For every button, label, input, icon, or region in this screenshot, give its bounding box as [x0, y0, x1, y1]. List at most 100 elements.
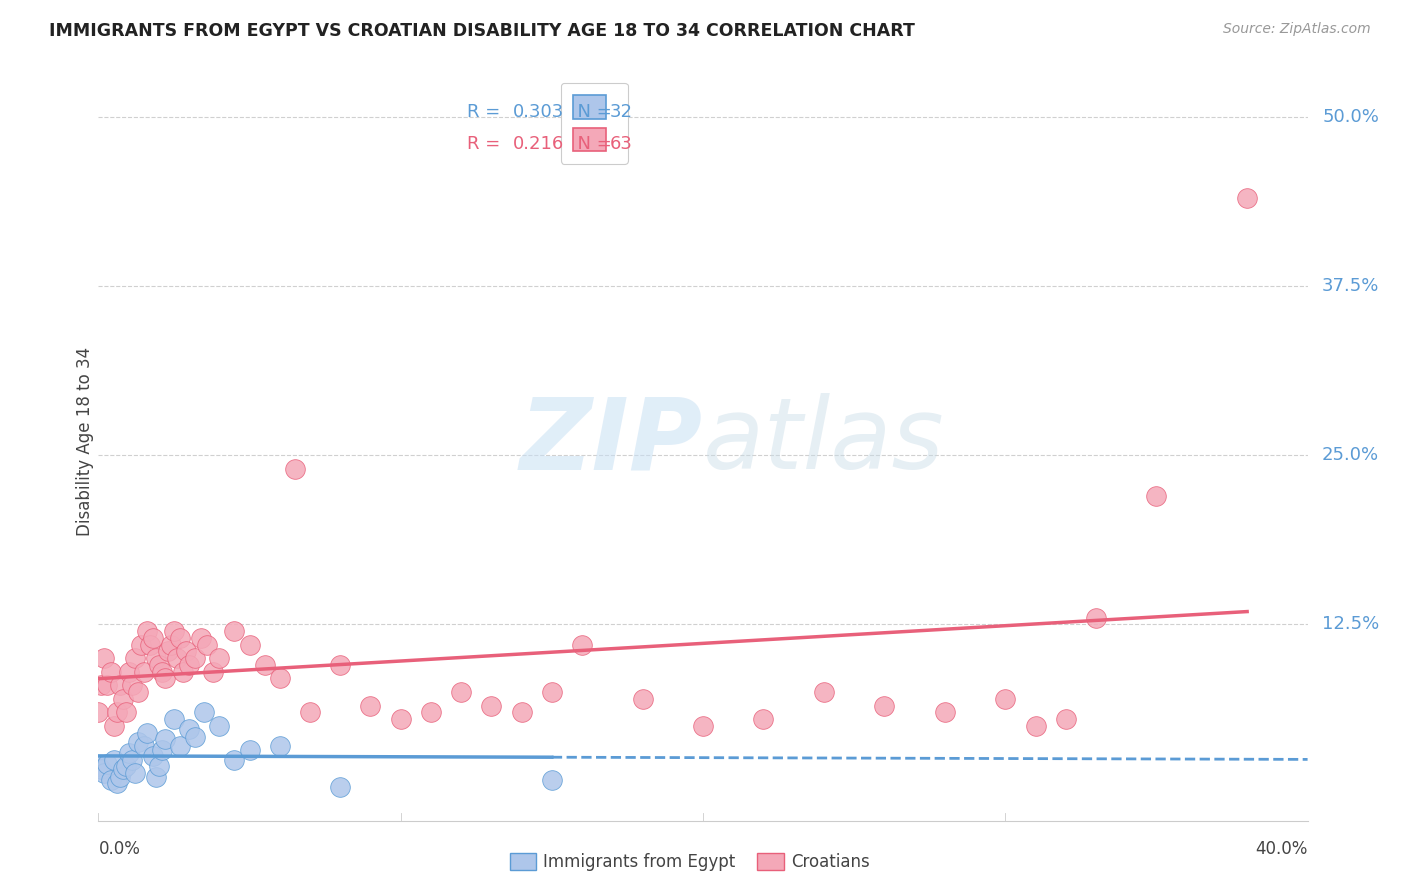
Point — [111, 762, 134, 776]
Point — [139, 638, 162, 652]
Text: 50.0%: 50.0% — [1322, 108, 1379, 126]
Legend: , : , — [561, 83, 627, 163]
Point — [114, 706, 136, 720]
Y-axis label: Disability Age 18 to 34: Disability Age 18 to 34 — [76, 347, 94, 536]
Text: 12.5%: 12.5% — [1322, 615, 1379, 633]
Point — [156, 644, 179, 658]
Point — [135, 624, 157, 639]
Point — [184, 730, 207, 744]
Point — [132, 739, 155, 754]
Point — [129, 638, 152, 652]
Point — [873, 698, 896, 713]
Point — [202, 665, 225, 679]
Point — [172, 665, 194, 679]
Point — [239, 638, 262, 652]
Point — [174, 644, 197, 658]
FancyBboxPatch shape — [758, 854, 785, 870]
Text: 37.5%: 37.5% — [1322, 277, 1379, 295]
Point — [284, 461, 307, 475]
Point — [142, 748, 165, 763]
Point — [1024, 719, 1046, 733]
Point — [208, 719, 231, 733]
Point — [179, 657, 201, 672]
Point — [360, 698, 382, 713]
Point — [193, 706, 215, 720]
Point — [145, 651, 167, 665]
Point — [105, 706, 128, 720]
Point — [163, 712, 186, 726]
Point — [190, 631, 212, 645]
Point — [90, 678, 112, 692]
Point — [299, 706, 322, 720]
Text: 25.0%: 25.0% — [1322, 446, 1379, 464]
Point — [329, 780, 352, 794]
Point — [108, 678, 131, 692]
Point — [510, 706, 533, 720]
Point — [163, 624, 186, 639]
Point — [994, 691, 1017, 706]
Text: Source: ZipAtlas.com: Source: ZipAtlas.com — [1223, 22, 1371, 37]
Point — [150, 743, 173, 757]
Point — [389, 712, 412, 726]
Point — [96, 678, 118, 692]
FancyBboxPatch shape — [509, 854, 536, 870]
Point — [329, 657, 352, 672]
Point — [1085, 610, 1108, 624]
Text: R =: R = — [467, 135, 506, 153]
Point — [100, 772, 122, 787]
Point — [93, 766, 115, 780]
Point — [224, 753, 246, 767]
Point — [239, 743, 262, 757]
Text: 32: 32 — [610, 103, 633, 120]
Point — [1236, 191, 1258, 205]
Point — [127, 685, 149, 699]
Point — [195, 638, 218, 652]
Point — [142, 631, 165, 645]
Point — [100, 665, 122, 679]
Point — [103, 753, 125, 767]
Point — [132, 665, 155, 679]
Point — [105, 776, 128, 790]
Point — [450, 685, 472, 699]
Point — [269, 672, 291, 686]
Text: 0.0%: 0.0% — [98, 839, 141, 857]
Text: N =: N = — [567, 135, 617, 153]
Point — [540, 685, 562, 699]
Point — [160, 638, 183, 652]
Point — [692, 719, 714, 733]
Point — [631, 691, 654, 706]
Point — [87, 759, 110, 773]
Point — [208, 651, 231, 665]
Point — [127, 735, 149, 749]
Text: Immigrants from Egypt: Immigrants from Egypt — [543, 853, 735, 871]
Point — [269, 739, 291, 754]
Point — [224, 624, 246, 639]
Point — [135, 725, 157, 739]
Point — [103, 719, 125, 733]
Point — [1054, 712, 1077, 726]
Point — [124, 766, 146, 780]
Point — [153, 732, 176, 747]
Point — [540, 772, 562, 787]
Point — [124, 651, 146, 665]
Point — [179, 722, 201, 736]
Point — [114, 759, 136, 773]
Point — [121, 678, 143, 692]
Point — [571, 638, 593, 652]
Point — [108, 770, 131, 784]
Point — [118, 746, 141, 760]
Point — [169, 739, 191, 754]
Text: R =: R = — [467, 103, 506, 120]
Text: 0.303: 0.303 — [513, 103, 564, 120]
Point — [96, 756, 118, 771]
Point — [934, 706, 956, 720]
Text: N =: N = — [567, 103, 617, 120]
Point — [121, 753, 143, 767]
Text: 63: 63 — [610, 135, 633, 153]
Text: Croatians: Croatians — [792, 853, 870, 871]
Text: 0.216: 0.216 — [513, 135, 564, 153]
Point — [153, 672, 176, 686]
Point — [253, 657, 276, 672]
Text: ZIP: ZIP — [520, 393, 703, 490]
Point — [150, 665, 173, 679]
